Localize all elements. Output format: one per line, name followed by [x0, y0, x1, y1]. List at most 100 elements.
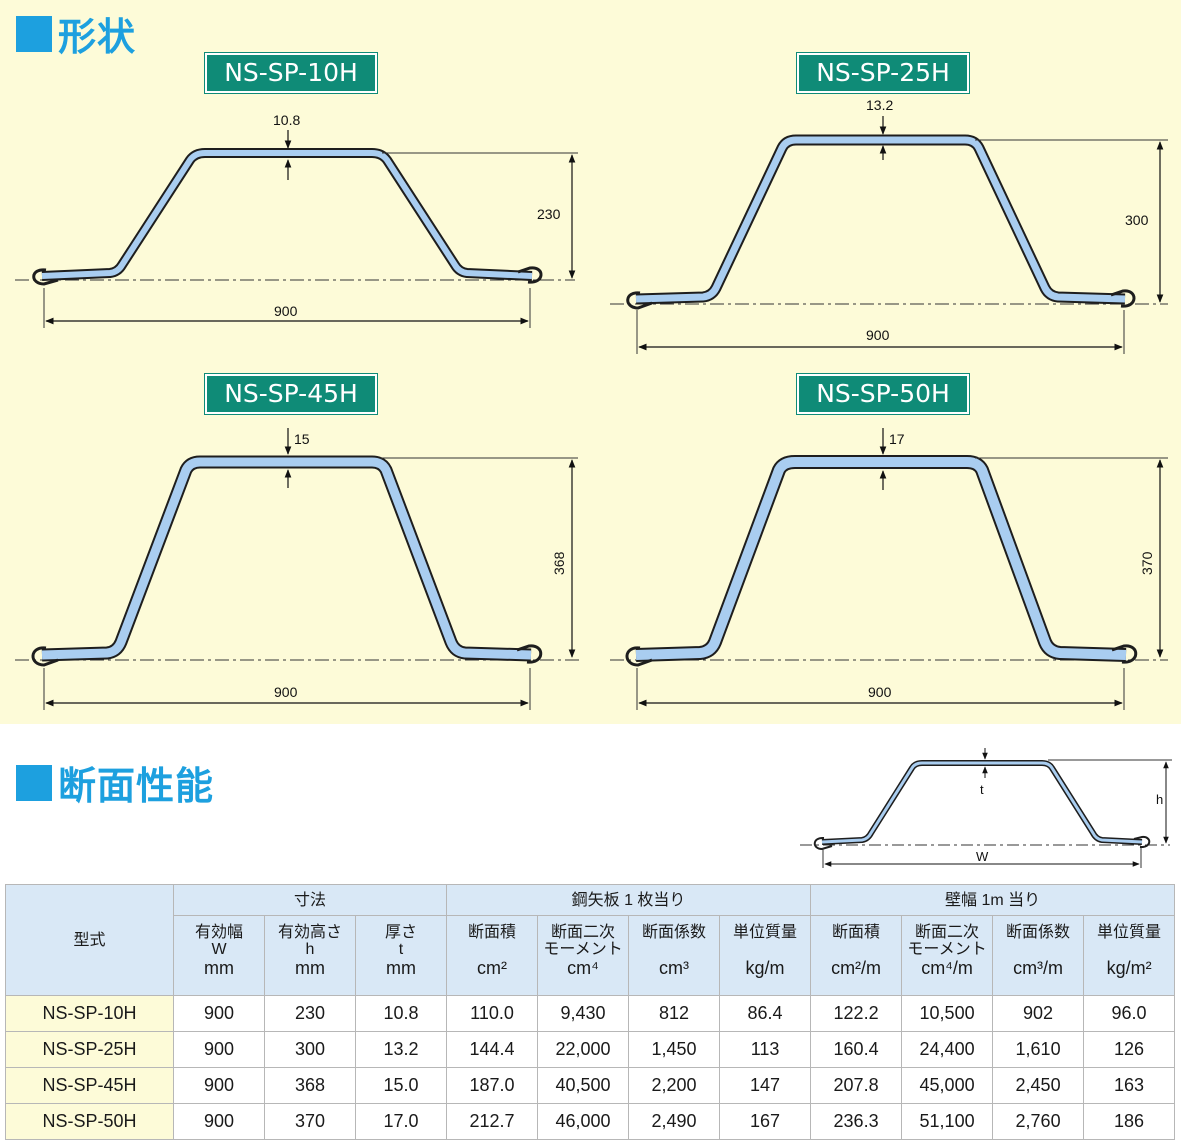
pile-section-outline [635, 455, 1127, 662]
header-col-symbol: t [398, 941, 404, 958]
section-title-performance: 断面性能 [16, 755, 214, 810]
model-badge-2: NS-SP-25H [797, 53, 969, 93]
header-col-9: 断面二次 モーメント cm⁴/m [901, 915, 994, 996]
row-model-cell: NS-SP-45H [5, 1067, 174, 1104]
table-cell: 51,100 [901, 1103, 994, 1140]
table-cell: 9,430 [537, 995, 630, 1032]
height-label: 230 [537, 206, 561, 222]
header-col-symbol: h [305, 941, 315, 958]
header-col-3: 厚さ t mm [354, 915, 448, 996]
thickness-label: 10.8 [273, 112, 300, 128]
table-row: NS-SP-50H 900 370 17.0 212.7 46,000 2,490 167 23… [5, 1103, 1176, 1140]
row-model-cell: NS-SP-50H [5, 1103, 174, 1140]
section-title-shape-text: 形状 [58, 15, 137, 59]
table-cell: 160.4 [810, 1031, 903, 1068]
legend-diagram: t h W [800, 748, 1172, 868]
header-col-unit: kg/m [745, 958, 785, 978]
pile-diagram-1: 10.8 230 900 [15, 112, 578, 328]
header-col-label: 有効高さ [277, 924, 342, 941]
joint-left-icon [625, 646, 653, 667]
table-cell: 900 [173, 995, 265, 1032]
table-cell: 122.2 [810, 995, 903, 1032]
table-cell: 2,490 [628, 1103, 721, 1140]
table-cell: 370 [264, 1103, 356, 1140]
header-group-per-sheet: 鋼矢板 1 枚当り [446, 884, 812, 916]
model-badge-4: NS-SP-50H [797, 374, 969, 414]
table-cell: 212.7 [446, 1103, 539, 1140]
header-col-8: 断面積 cm²/m [810, 915, 903, 996]
table-cell: 86.4 [719, 995, 812, 1032]
shape-panel [0, 0, 1181, 724]
legend-pile-outline [821, 760, 1143, 845]
table-cell: 900 [173, 1103, 265, 1140]
table-cell: 2,760 [992, 1103, 1085, 1140]
section-title-performance-text: 断面性能 [58, 764, 215, 808]
table-cell: 40,500 [537, 1067, 630, 1104]
pile-diagram-2: 13.2 300 900 [610, 97, 1168, 354]
joint-left-icon [626, 291, 653, 310]
table-cell: 144.4 [446, 1031, 539, 1068]
header-col-6: 断面係数 cm³ [628, 915, 721, 996]
header-col-symbol [1084, 941, 1174, 958]
table-cell: 230 [264, 995, 356, 1032]
thickness-label: 17 [889, 431, 905, 447]
row-model-cell: NS-SP-25H [5, 1031, 174, 1068]
legend-w-label: W [976, 849, 989, 864]
pile-section-fill [635, 457, 1127, 660]
row-model-cell: NS-SP-10H [5, 995, 174, 1032]
header-group-dimensions: 寸法 [172, 884, 448, 916]
header-col-4: 断面積 cm² [446, 915, 539, 996]
joint-left-icon [32, 268, 59, 286]
thickness-label: 13.2 [866, 97, 893, 113]
table-cell: 1,610 [992, 1031, 1085, 1068]
joint-right-icon [1111, 644, 1138, 664]
header-col-symbol [720, 941, 810, 958]
header-col-7: 単位質量 kg/m [719, 915, 812, 996]
width-label: 900 [274, 684, 298, 700]
table-cell: 147 [719, 1067, 812, 1104]
table-cell: 300 [264, 1031, 356, 1068]
table-cell: 17.0 [354, 1103, 448, 1140]
header-col-unit: cm³ [659, 958, 690, 978]
legend-t-label: t [980, 782, 984, 797]
width-label: 900 [868, 684, 892, 700]
header-col-label: 断面係数 [1006, 924, 1071, 941]
table-cell: 186 [1083, 1103, 1176, 1140]
header-col-unit: cm³/m [1013, 958, 1064, 978]
header-col-unit: mm [204, 958, 234, 978]
table-cell: 113 [719, 1031, 812, 1068]
legend-h-label: h [1156, 792, 1163, 807]
thickness-label: 15 [294, 431, 310, 447]
header-col-11: 単位質量 kg/m² [1083, 915, 1176, 996]
table-cell: 812 [628, 995, 721, 1032]
table-cell: 900 [173, 1031, 265, 1068]
table-cell: 900 [173, 1067, 265, 1104]
joint-right-icon [517, 266, 543, 284]
header-col-symbol: W [211, 941, 227, 958]
header-col-5: 断面二次 モーメント cm⁴ [537, 915, 630, 996]
table-cell: 22,000 [537, 1031, 630, 1068]
table-cell: 2,200 [628, 1067, 721, 1104]
table-cell: 96.0 [1083, 995, 1176, 1032]
width-label: 900 [866, 327, 890, 343]
table-row: NS-SP-45H 900 368 15.0 187.0 40,500 2,200 147 20… [5, 1067, 1176, 1104]
joint-right-icon [1110, 289, 1136, 308]
pile-diagram-4: 17 370 900 [610, 428, 1168, 710]
table-cell: 187.0 [446, 1067, 539, 1104]
pile-section-fill [635, 136, 1126, 303]
section-title-shape: 形状 [16, 6, 136, 61]
pile-section-outline [41, 455, 532, 662]
header-col-unit: cm² [477, 958, 508, 978]
table-cell: 368 [264, 1067, 356, 1104]
model-badge-1: NS-SP-10H [205, 53, 377, 93]
table-cell: 236.3 [810, 1103, 903, 1140]
height-label: 368 [551, 551, 567, 575]
height-label: 370 [1139, 551, 1155, 575]
table-cell: 10.8 [354, 995, 448, 1032]
table-cell: 13.2 [354, 1031, 448, 1068]
table-cell: 10,500 [901, 995, 994, 1032]
table-cell: 163 [1083, 1067, 1176, 1104]
section-square-icon [16, 15, 52, 52]
